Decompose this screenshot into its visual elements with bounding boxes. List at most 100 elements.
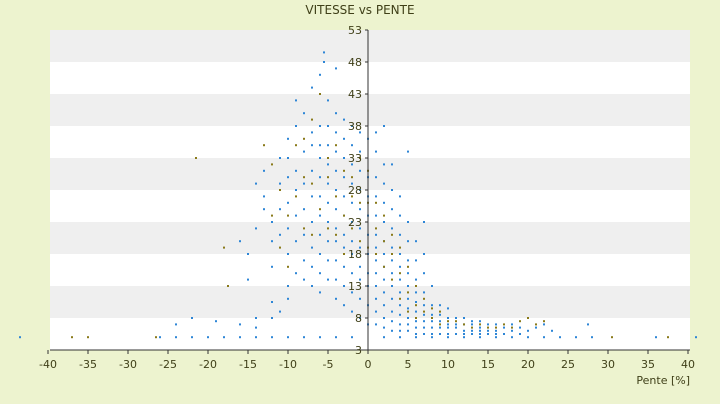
data-point (359, 265, 361, 268)
data-point (335, 227, 337, 230)
data-point (447, 323, 449, 326)
data-point (487, 326, 489, 329)
data-point (391, 320, 393, 323)
data-point (415, 310, 417, 313)
data-point (407, 291, 409, 294)
data-point (415, 317, 417, 319)
data-point (287, 201, 289, 204)
x-tick-label: -25 (159, 358, 177, 371)
data-point (359, 131, 361, 134)
data-point (423, 272, 425, 275)
data-point (351, 144, 353, 147)
data-point (319, 253, 321, 255)
data-point (431, 326, 433, 329)
data-point (271, 163, 273, 166)
x-tick-label: -30 (119, 358, 137, 371)
x-tick-label: -15 (239, 358, 257, 371)
data-point (327, 125, 329, 127)
data-point (383, 291, 385, 294)
data-point (343, 285, 345, 287)
data-point (415, 326, 417, 329)
data-point (247, 253, 249, 255)
data-point (295, 240, 297, 243)
data-point (407, 259, 409, 262)
data-point (423, 310, 425, 313)
data-point (431, 307, 433, 310)
data-point (423, 253, 425, 255)
data-point (343, 246, 345, 249)
data-point (399, 313, 401, 316)
data-point (503, 333, 505, 335)
data-point (391, 163, 393, 166)
data-point (335, 240, 337, 243)
data-point (487, 329, 489, 332)
data-point (327, 221, 329, 223)
chart-title: VITESSE vs PENTE (305, 3, 414, 17)
x-tick-label: -35 (79, 358, 97, 371)
data-point (479, 333, 481, 335)
data-point (375, 227, 377, 230)
data-point (335, 259, 337, 262)
data-point (359, 317, 361, 319)
data-point (375, 253, 377, 255)
data-point (471, 329, 473, 332)
data-point (335, 336, 337, 339)
data-point (263, 169, 265, 172)
data-point (391, 233, 393, 236)
data-point (311, 265, 313, 268)
data-point (383, 240, 385, 243)
data-point (351, 227, 353, 230)
data-point (319, 157, 321, 159)
data-point (271, 265, 273, 268)
data-point (407, 265, 409, 268)
data-point (391, 246, 393, 249)
data-point (431, 320, 433, 323)
data-point (415, 285, 417, 287)
data-point (19, 336, 21, 339)
data-point (255, 227, 257, 230)
data-point (359, 208, 361, 211)
data-point (343, 195, 345, 198)
data-point (559, 336, 561, 339)
data-point (383, 201, 385, 204)
data-point (375, 323, 377, 326)
data-point (399, 329, 401, 332)
data-point (519, 320, 521, 323)
data-point (303, 182, 305, 185)
y-tick-label: 13 (348, 280, 362, 293)
data-point (407, 297, 409, 300)
data-point (447, 320, 449, 323)
data-point (487, 323, 489, 326)
data-point (439, 320, 441, 323)
data-point (279, 246, 281, 249)
data-point (423, 320, 425, 323)
data-point (239, 323, 241, 326)
data-point (311, 118, 313, 121)
data-point (399, 297, 401, 300)
data-point (407, 310, 409, 313)
data-points (19, 51, 697, 339)
data-point (227, 285, 229, 287)
data-point (287, 176, 289, 179)
data-point (399, 246, 401, 249)
data-point (159, 336, 161, 339)
data-point (391, 278, 393, 281)
data-point (383, 265, 385, 268)
data-point (391, 208, 393, 211)
data-point (359, 246, 361, 249)
data-point (175, 323, 177, 326)
data-point (327, 278, 329, 281)
data-point (611, 336, 613, 339)
data-point (155, 336, 157, 339)
data-point (447, 336, 449, 339)
data-point (271, 240, 273, 243)
data-point (319, 125, 321, 127)
data-point (455, 323, 457, 326)
data-point (471, 326, 473, 329)
data-point (287, 265, 289, 268)
y-tick-label: 23 (348, 216, 362, 229)
data-point (423, 326, 425, 329)
data-point (447, 317, 449, 319)
data-point (287, 297, 289, 300)
